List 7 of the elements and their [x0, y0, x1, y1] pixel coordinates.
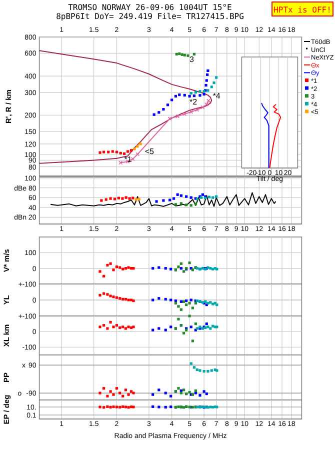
- annotation: *4: [212, 92, 221, 101]
- chart-title: TROMSO NORWAY 26-09-06 1004UT 15°E: [68, 3, 232, 12]
- chart-subtitle: 8pBP6It DoY= 249.419 File= TR127415.BPG: [56, 12, 244, 21]
- text: HPTx is OFF!: [274, 6, 332, 14]
- annotation: *2: [190, 98, 198, 107]
- annotation: 3: [190, 55, 195, 64]
- annotation: <5: [144, 146, 155, 156]
